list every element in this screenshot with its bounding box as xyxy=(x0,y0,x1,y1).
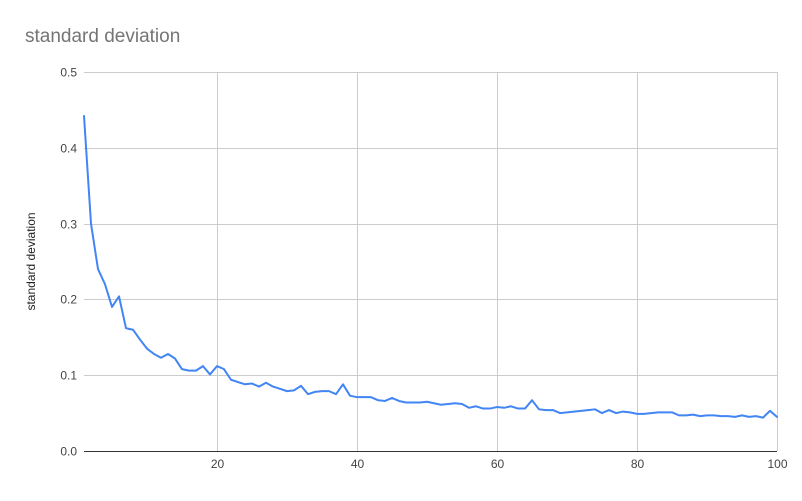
chart-title: standard deviation xyxy=(25,26,181,47)
x-tick-label: 100 xyxy=(767,457,787,471)
y-tick-label: 0.4 xyxy=(60,142,77,156)
x-tick-label: 60 xyxy=(491,457,505,471)
y-tick-label: 0.3 xyxy=(60,218,77,232)
axis-layer: 0.0 0.1 0.2 0.3 0.4 0.5 20 40 60 80 100 xyxy=(60,66,788,472)
x-tick-label: 20 xyxy=(211,457,225,471)
y-tick-label: 0.1 xyxy=(60,369,77,383)
x-tick-label: 40 xyxy=(351,457,365,471)
series-layer xyxy=(83,114,778,419)
grid-layer xyxy=(84,72,778,451)
x-tick-label: 80 xyxy=(631,457,645,471)
y-tick-label: 0.5 xyxy=(60,66,77,80)
series-line xyxy=(83,114,778,419)
y-axis-label: standard deviation xyxy=(24,212,38,310)
y-tick-label: 0.2 xyxy=(60,293,77,307)
y-tick-label: 0.0 xyxy=(60,445,77,459)
